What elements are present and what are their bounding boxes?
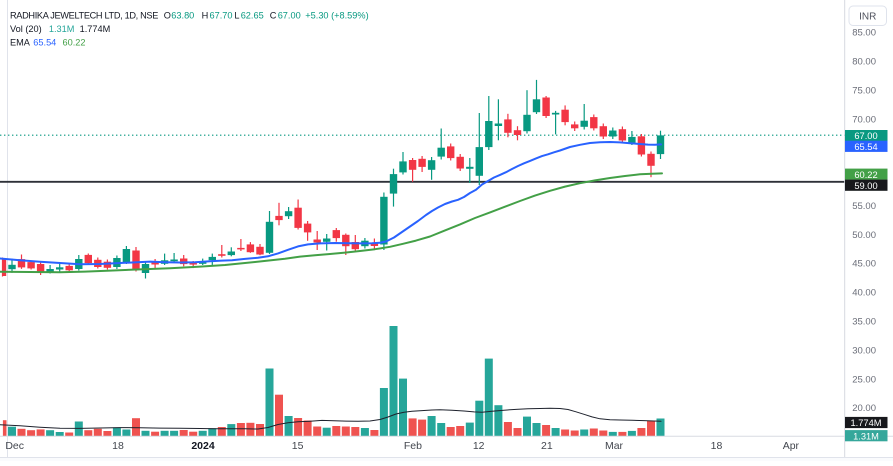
svg-text:45.00: 45.00 — [852, 259, 876, 270]
svg-text:59.00: 59.00 — [854, 181, 877, 191]
svg-text:25.00: 25.00 — [852, 374, 876, 385]
svg-text:65.54: 65.54 — [33, 37, 56, 47]
svg-text:62.65: 62.65 — [241, 10, 264, 20]
svg-text:63.80: 63.80 — [171, 10, 194, 20]
svg-text:30.00: 30.00 — [852, 345, 876, 356]
svg-text:2024: 2024 — [191, 440, 215, 452]
svg-text:67.00: 67.00 — [278, 10, 301, 20]
svg-text:Dec: Dec — [5, 440, 24, 452]
svg-text:67.70: 67.70 — [210, 10, 233, 20]
svg-text:20.00: 20.00 — [852, 403, 876, 414]
svg-text:18: 18 — [711, 440, 723, 452]
svg-text:H: H — [202, 10, 209, 20]
svg-text:35.00: 35.00 — [852, 317, 876, 328]
svg-text:18: 18 — [112, 440, 124, 452]
svg-text:Feb: Feb — [404, 440, 422, 452]
svg-text:L: L — [234, 10, 239, 20]
svg-text:70.00: 70.00 — [852, 114, 876, 125]
svg-text:60.22: 60.22 — [854, 170, 877, 180]
svg-text:INR: INR — [859, 12, 876, 23]
svg-text:Vol (20): Vol (20) — [10, 24, 42, 34]
svg-text:RADHIKA JEWELTECH LTD, 1D, NSE: RADHIKA JEWELTECH LTD, 1D, NSE — [10, 10, 158, 20]
svg-text:12: 12 — [473, 440, 485, 452]
svg-text:21: 21 — [541, 440, 553, 452]
svg-text:85.00: 85.00 — [852, 28, 876, 39]
svg-text:75.00: 75.00 — [852, 85, 876, 96]
svg-text:+5.30 (+8.59%): +5.30 (+8.59%) — [305, 10, 368, 20]
svg-text:1.31M: 1.31M — [49, 24, 75, 34]
svg-text:Mar: Mar — [605, 440, 624, 452]
svg-text:EMA: EMA — [10, 37, 31, 47]
svg-text:40.00: 40.00 — [852, 288, 876, 299]
svg-text:1.31M: 1.31M — [853, 431, 879, 441]
svg-text:80.00: 80.00 — [852, 57, 876, 68]
svg-text:67.00: 67.00 — [854, 131, 877, 141]
svg-text:C: C — [270, 10, 277, 20]
svg-text:1.774M: 1.774M — [80, 24, 111, 34]
svg-text:1.774M: 1.774M — [850, 418, 881, 428]
svg-text:65.54: 65.54 — [854, 142, 877, 152]
svg-text:O: O — [164, 10, 171, 20]
svg-text:60.22: 60.22 — [63, 37, 86, 47]
svg-text:15: 15 — [292, 440, 304, 452]
svg-text:Apr: Apr — [783, 440, 800, 452]
svg-text:50.00: 50.00 — [852, 230, 876, 241]
svg-text:55.00: 55.00 — [852, 201, 876, 212]
